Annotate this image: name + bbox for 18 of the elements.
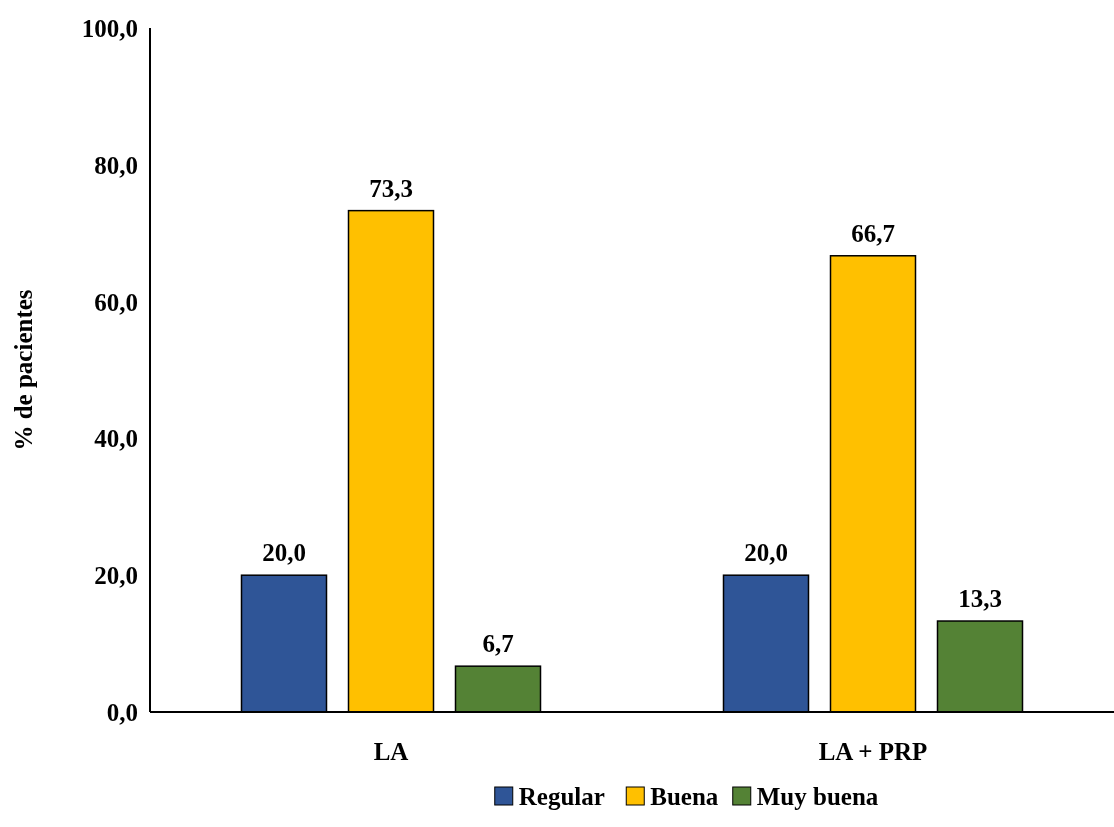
y-tick-label: 0,0 <box>106 699 138 726</box>
data-label: 6,7 <box>482 630 514 658</box>
legend-label: Buena <box>650 783 719 810</box>
y-tick-label: 60,0 <box>94 288 138 316</box>
data-label: 13,3 <box>958 585 1002 613</box>
data-label: 73,3 <box>369 174 413 202</box>
data-label: 20,0 <box>262 539 306 567</box>
legend-label: Muy buena <box>756 783 879 810</box>
y-tick-label: 100,0 <box>81 15 138 42</box>
legend-label: Regular <box>518 783 605 810</box>
y-axis-title: % de pacientes <box>10 289 37 451</box>
x-tick-label: LA + PRP <box>818 738 928 765</box>
x-tick-label: LA <box>373 738 409 765</box>
y-tick-label: 80,0 <box>94 151 138 179</box>
y-tick-label: 20,0 <box>94 562 138 590</box>
y-tick-label: 40,0 <box>94 425 138 453</box>
data-label: 20,0 <box>744 539 788 567</box>
data-label: 66,7 <box>851 219 895 247</box>
